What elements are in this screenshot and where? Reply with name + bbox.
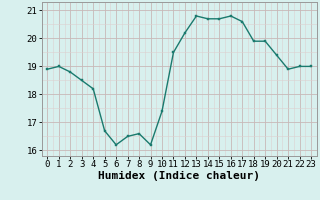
X-axis label: Humidex (Indice chaleur): Humidex (Indice chaleur) xyxy=(98,171,260,181)
